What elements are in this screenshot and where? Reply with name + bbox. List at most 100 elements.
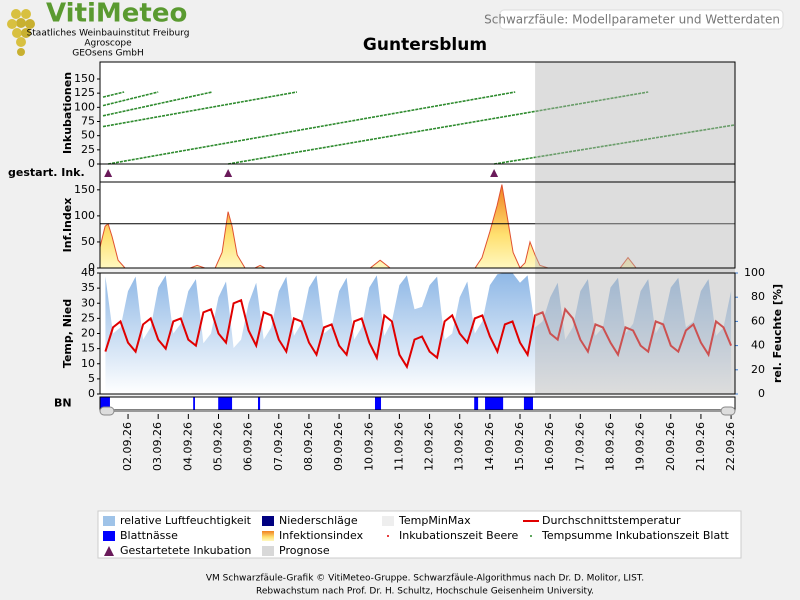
legend-label: relative Luftfeuchtigkeit <box>120 514 252 527</box>
legend-swatch <box>103 531 115 541</box>
y-tick-label: 150 <box>74 183 95 196</box>
y-axis-label: Inkubationen <box>61 72 74 154</box>
x-tick-label: 15.09.26 <box>513 422 526 471</box>
legend-swatch <box>262 516 274 526</box>
y2-tick-label: 100 <box>744 266 765 279</box>
started-incubation <box>104 169 113 177</box>
leaf-wetness <box>218 397 233 410</box>
y-tick-label: 10 <box>81 357 95 370</box>
x-tick-label: 11.09.26 <box>392 422 405 471</box>
y-tick-label: 40 <box>81 266 95 279</box>
started-incubation <box>224 169 233 177</box>
y-tick-label: 0 <box>88 261 95 274</box>
institution: Staatliches Weinbauinstitut Freiburg <box>27 29 190 39</box>
legend-label: Tempsumme Inkubationszeit Blatt <box>541 529 730 542</box>
leaf-wetness <box>193 397 195 410</box>
y-tick-label: 50 <box>81 235 95 248</box>
x-tick-label: 14.09.26 <box>483 422 496 471</box>
y-tick-label: 125 <box>74 86 95 99</box>
panel <box>100 397 735 410</box>
panel-frame <box>99 272 736 395</box>
legend-swatch <box>262 531 274 541</box>
x-tick-label: 16.09.26 <box>543 422 556 471</box>
subtitle-box <box>499 9 784 30</box>
institution: Agroscope <box>84 39 132 49</box>
y2-tick-label: 0 <box>758 387 765 400</box>
incubation-line <box>493 124 736 165</box>
x-tick-label: 20.09.26 <box>664 422 677 471</box>
humidity-area <box>105 273 732 394</box>
incubation-line <box>107 91 516 165</box>
logo <box>7 9 35 56</box>
y-tick-label: 0 <box>88 157 95 170</box>
legend-swatch <box>103 516 115 526</box>
leaf-wetness <box>474 397 479 410</box>
y2-tick-label: 80 <box>751 290 765 303</box>
logo-text: VitiMeteo <box>46 0 187 29</box>
y-axis-label: gestart. Ink. <box>8 166 85 179</box>
x-tick-label: 12.09.26 <box>423 422 436 471</box>
y-tick-label: 50 <box>81 129 95 142</box>
y-tick-label: 5 <box>88 372 95 385</box>
temperature-line <box>104 298 733 370</box>
x-tick-label: 21.09.26 <box>694 422 707 471</box>
x-tick-label: 13.09.26 <box>453 422 466 471</box>
y-tick-label: 100 <box>74 100 95 113</box>
incubation-line <box>102 91 213 117</box>
y-tick-label: 25 <box>81 143 95 156</box>
x-tick-label: 05.09.26 <box>211 422 224 471</box>
legend-label: Gestartetete Inkubation <box>120 544 251 557</box>
chart-title: Guntersblum <box>363 35 487 55</box>
y-tick-label: 75 <box>81 115 95 128</box>
y-axis-label: Inf.Index <box>61 198 74 253</box>
x-tick-label: 17.09.26 <box>573 422 586 471</box>
legend-label: Inkubationszeit Beere <box>399 529 519 542</box>
legend-swatch <box>104 546 114 556</box>
leaf-wetness <box>485 397 504 410</box>
legend-box <box>97 510 742 559</box>
leaf-wetness <box>100 397 110 410</box>
x-tick-label: 04.09.26 <box>181 422 194 471</box>
y2-tick-label: 60 <box>751 314 765 327</box>
legend-swatch <box>530 535 532 537</box>
y-axis-label: Temp, Nied <box>61 299 74 368</box>
panel <box>100 182 735 268</box>
legend-swatch <box>382 516 394 526</box>
incubation-line <box>102 91 125 98</box>
footer: VM Schwarzfäule-Grafik © VitiMeteo-Grupp… <box>206 574 644 584</box>
leaf-wetness <box>523 397 533 410</box>
institution: GEOsens GmbH <box>72 49 143 59</box>
legend-label: Infektionsindex <box>279 529 364 542</box>
y-tick-label: 35 <box>81 281 95 294</box>
footer: Rebwachstum nach Prof. Dr. H. Schultz, H… <box>256 587 594 597</box>
panel <box>100 164 735 182</box>
y-tick-label: 25 <box>81 311 95 324</box>
y-tick-label: 150 <box>74 72 95 85</box>
y-axis-label: BN <box>54 397 72 410</box>
y2-tick-label: 20 <box>751 363 765 376</box>
y-tick-label: 15 <box>81 342 95 355</box>
subtitle: Schwarzfäule: Modellparameter und Wetter… <box>484 13 780 27</box>
started-incubation <box>490 169 499 177</box>
incubation-line <box>227 91 649 165</box>
x-tick-label: 18.09.26 <box>603 422 616 471</box>
x-tick-label: 06.09.26 <box>242 422 255 471</box>
panel-frame <box>99 181 736 269</box>
x-tick-label: 22.09.26 <box>724 422 737 471</box>
legend: relative Luftfeuchtigkeit Blattnässe Gesta… <box>103 514 730 557</box>
leaf-wetness <box>374 397 382 410</box>
incubation-line <box>102 91 298 128</box>
x-tick-label: 03.09.26 <box>151 422 164 471</box>
y-tick-label: 30 <box>81 296 95 309</box>
panel <box>100 62 735 164</box>
legend-swatch <box>262 546 274 556</box>
x-tick-label: 02.09.26 <box>121 422 134 471</box>
x-tick-label: 09.09.26 <box>332 422 345 471</box>
y-tick-label: 0 <box>88 387 95 400</box>
legend-label: Prognose <box>279 544 330 557</box>
legend-label: Blattnässe <box>120 529 178 542</box>
x-tick-label: 19.09.26 <box>634 422 647 471</box>
x-tick-label: 07.09.26 <box>272 422 285 471</box>
y-tick-label: 20 <box>81 327 95 340</box>
